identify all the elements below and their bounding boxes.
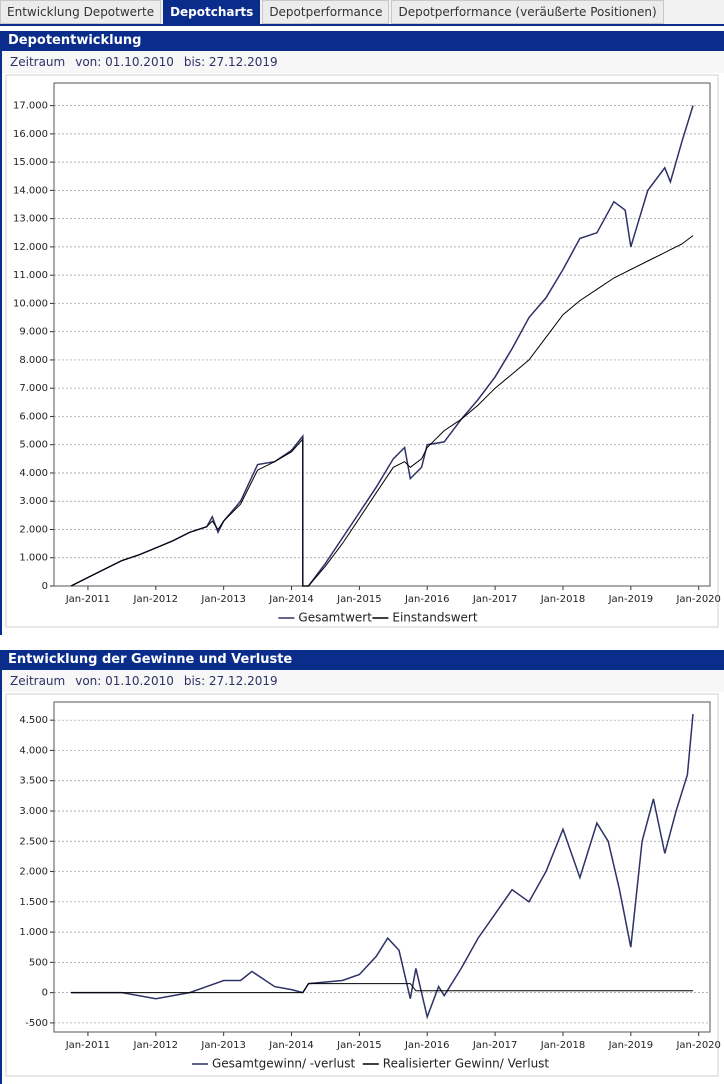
y-tick-label: 13.000 (13, 214, 48, 225)
y-tick-label: 10.000 (13, 298, 48, 309)
y-tick-label: 500 (29, 957, 48, 968)
tab[interactable]: Depotcharts (163, 0, 261, 24)
x-tick-label: Jan-2011 (65, 1040, 110, 1051)
chart: -500 0 500 1.000 1.500 2.000 2.500 3.000 3.500 4.… (5, 693, 721, 1077)
y-tick-label: 0 (42, 581, 48, 592)
y-tick-label: 6.000 (19, 411, 48, 422)
chart: 0 1.000 2.000 3.000 4.000 5.000 6.000 7.000 8.00… (5, 74, 721, 628)
x-tick-label: Jan-2011 (65, 594, 110, 605)
y-tick-label: 3.000 (19, 496, 48, 507)
tab[interactable]: Depotperformance (262, 0, 390, 24)
y-tick-label: 2.000 (19, 867, 48, 878)
y-tick-label: 2.500 (19, 836, 48, 847)
x-tick-label: Jan-2020 (675, 1040, 720, 1051)
y-tick-label: 9.000 (19, 327, 48, 338)
x-tick-label: Jan-2016 (404, 1040, 449, 1051)
x-tick-label: Jan-2014 (268, 1040, 313, 1051)
y-tick-label: 15.000 (13, 157, 48, 168)
y-tick-label: 7.000 (19, 383, 48, 394)
x-tick-label: Jan-2018 (540, 594, 585, 605)
y-tick-label: 1.000 (19, 927, 48, 938)
x-tick-label: Jan-2013 (200, 1040, 245, 1051)
x-tick-label: Jan-2019 (608, 594, 653, 605)
legend-label: Realisierter Gewinn/ Verlust (383, 1057, 550, 1071)
x-tick-label: Jan-2020 (675, 594, 720, 605)
x-tick-label: Jan-2015 (336, 594, 381, 605)
y-tick-label: 12.000 (13, 242, 48, 253)
period-text: bis: 27.12.2019 (183, 55, 278, 69)
y-tick-label: -500 (25, 1018, 48, 1029)
y-tick-label: 16.000 (13, 129, 48, 140)
y-tick-label: 17.000 (13, 101, 48, 112)
tab-bar: Entwicklung Depotwerte Depotcharts Depotpe… (0, 0, 724, 26)
series-line (71, 714, 694, 1020)
y-tick-label: 1.000 (19, 553, 48, 564)
sections: Depotentwicklung Zeitraum von: 01.10.2010 b… (0, 31, 724, 1084)
y-tick-label: 5.000 (19, 440, 48, 451)
tab[interactable]: Entwicklung Depotwerte (0, 0, 162, 24)
x-tick-label: Jan-2017 (472, 1040, 517, 1051)
legend-label: Einstandswert (392, 611, 477, 625)
period-text: von: 01.10.2010 (75, 674, 174, 688)
chart-box (5, 693, 719, 1077)
legend-label: Gesamtgewinn/ -verlust (212, 1057, 356, 1071)
period-text: Zeitraum (10, 674, 66, 688)
y-tick-label: 4.000 (19, 468, 48, 479)
legend-label: Gesamtwert (298, 611, 372, 625)
series-line (70, 235, 694, 587)
x-tick-label: Jan-2019 (608, 1040, 653, 1051)
x-tick-label: Jan-2014 (268, 594, 313, 605)
period-row: Zeitraum von: 01.10.2010 bis: 27.12.2019 (2, 670, 724, 692)
x-tick-label: Jan-2015 (336, 1040, 381, 1051)
tab[interactable]: Depotperformance (veräußerte Positionen) (391, 0, 664, 24)
series-line (71, 983, 693, 994)
plot-frame (53, 701, 711, 1033)
y-tick-label: 14.000 (13, 185, 48, 196)
y-tick-label: 4.500 (19, 715, 48, 726)
chart-section: Depotentwicklung Zeitraum von: 01.10.2010 b… (0, 31, 724, 635)
y-tick-label: 3.000 (19, 806, 48, 817)
y-tick-label: 1.500 (19, 897, 48, 908)
chart-section: Entwicklung der Gewinne und Verluste Zeit… (0, 650, 724, 1084)
chart-box (5, 74, 719, 628)
x-tick-label: Jan-2017 (472, 594, 517, 605)
period-text: von: 01.10.2010 (75, 55, 174, 69)
y-tick-label: 8.000 (19, 355, 48, 366)
y-tick-label: 2.000 (19, 524, 48, 535)
period-text: Zeitraum (10, 55, 66, 69)
section-header: Depotentwicklung (2, 31, 724, 51)
period-text: bis: 27.12.2019 (183, 674, 278, 688)
x-tick-label: Jan-2013 (200, 594, 245, 605)
x-tick-label: Jan-2012 (133, 1040, 178, 1051)
x-tick-label: Jan-2018 (540, 1040, 585, 1051)
x-tick-label: Jan-2016 (404, 594, 449, 605)
y-tick-label: 11.000 (13, 270, 48, 281)
plot-frame (53, 82, 711, 587)
y-tick-label: 3.500 (19, 776, 48, 787)
y-tick-label: 4.000 (19, 745, 48, 756)
period-row: Zeitraum von: 01.10.2010 bis: 27.12.2019 (2, 51, 724, 73)
y-tick-label: 0 (42, 988, 48, 999)
x-tick-label: Jan-2012 (133, 594, 178, 605)
section-header: Entwicklung der Gewinne und Verluste (2, 650, 724, 670)
